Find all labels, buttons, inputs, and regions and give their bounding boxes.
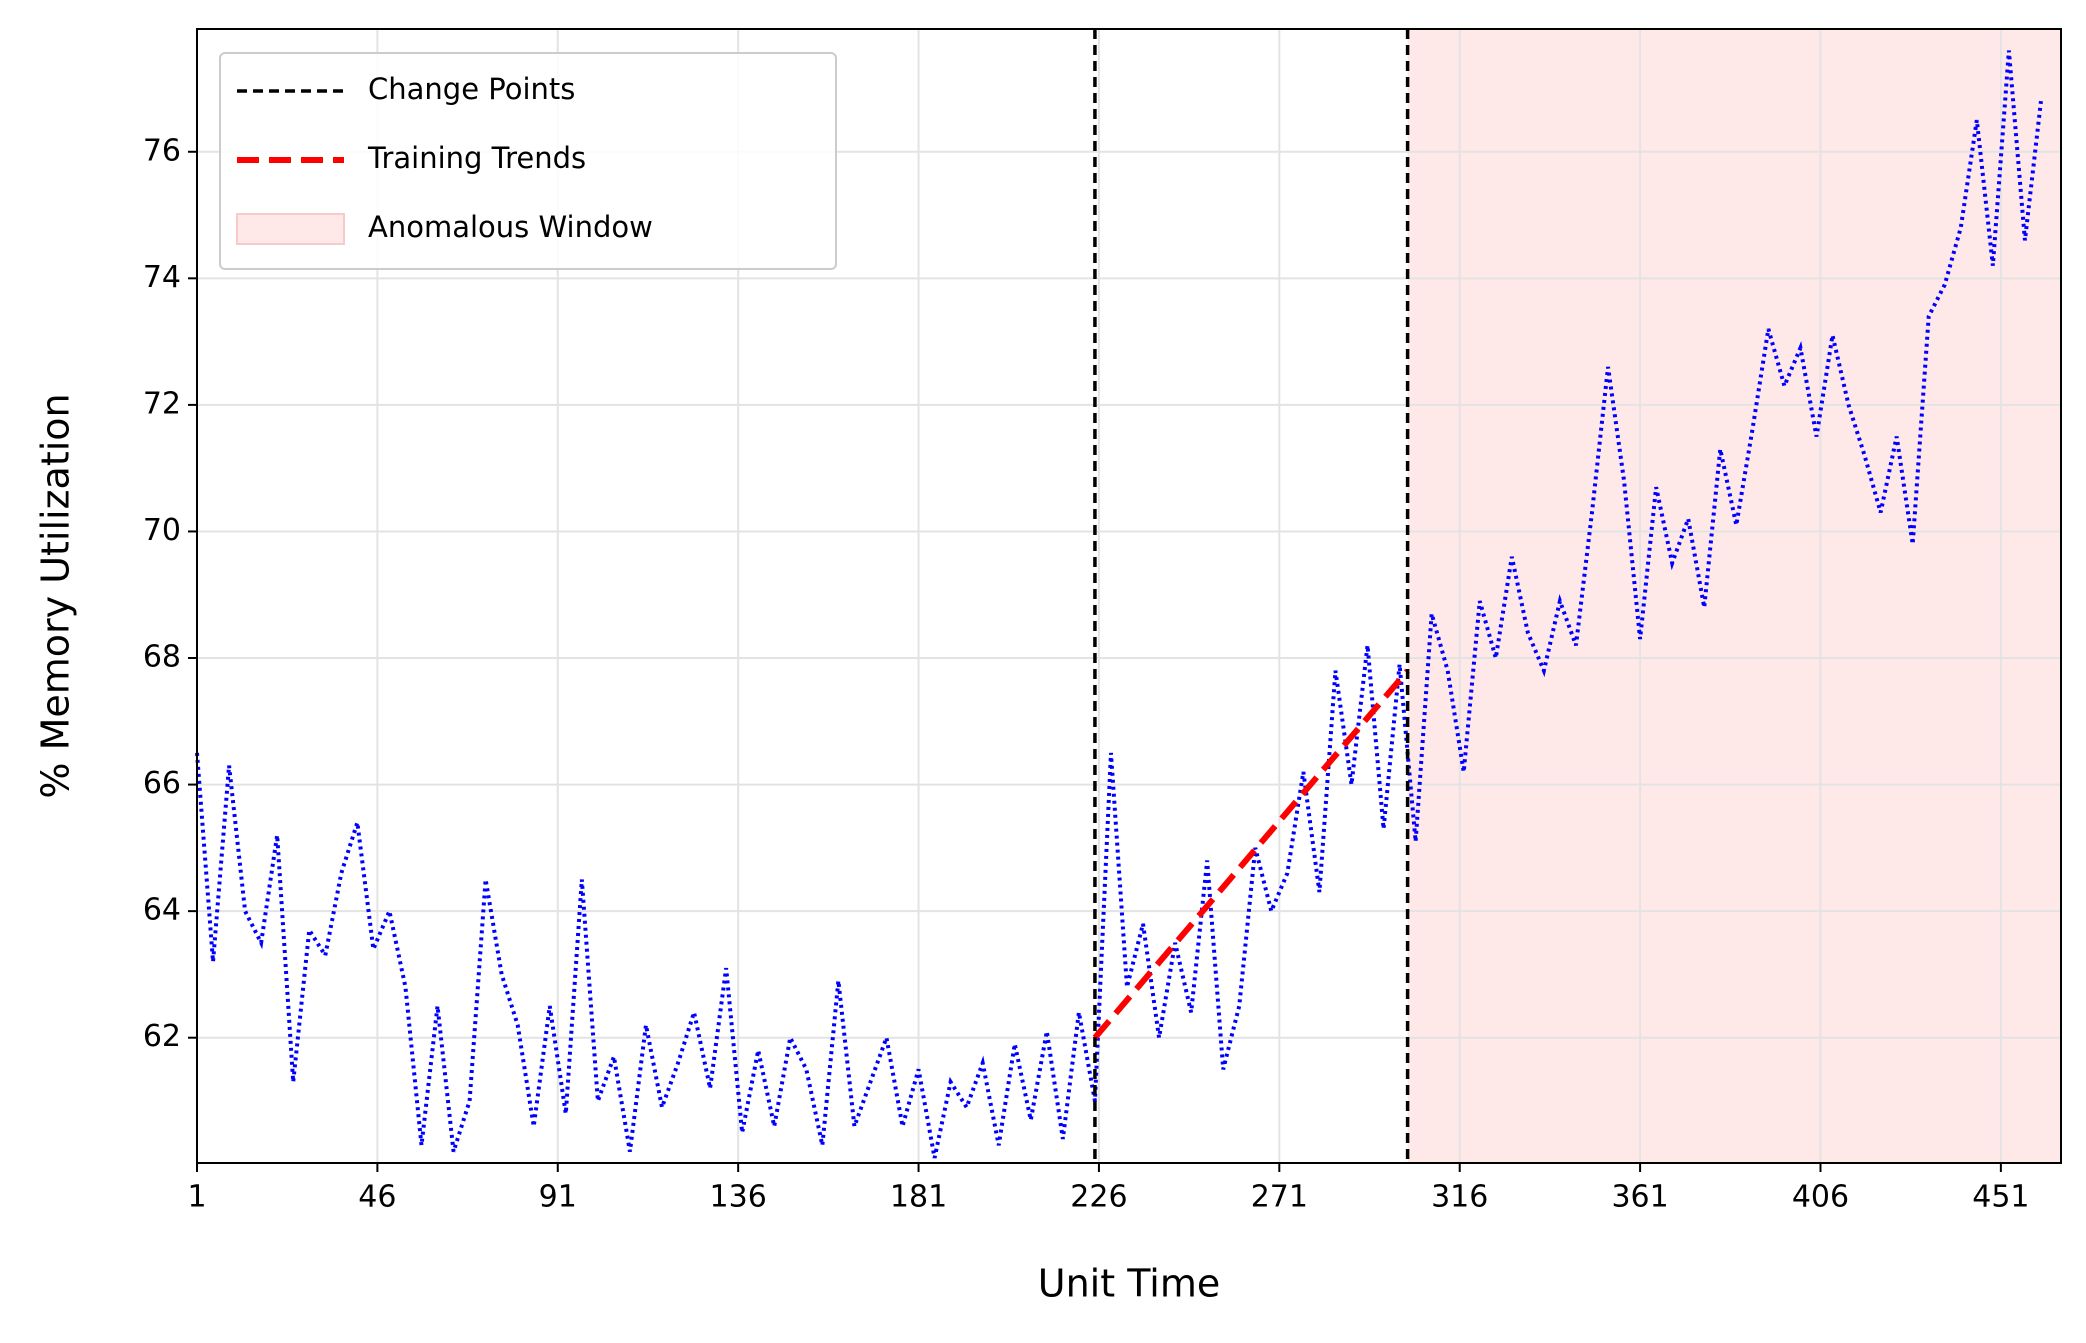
y-tick-label: 64 bbox=[143, 893, 181, 928]
anomalous-window bbox=[1407, 29, 2061, 1163]
x-axis-label: Unit Time bbox=[1038, 1262, 1220, 1306]
x-tick-label: 1 bbox=[187, 1180, 206, 1215]
y-tick-label: 68 bbox=[143, 640, 181, 675]
y-tick-label: 74 bbox=[143, 260, 181, 295]
x-tick-label: 136 bbox=[710, 1180, 767, 1215]
x-tick-label: 46 bbox=[358, 1180, 396, 1215]
x-tick-label: 406 bbox=[1792, 1180, 1849, 1215]
y-tick-label: 76 bbox=[143, 133, 181, 168]
x-tick-label: 271 bbox=[1251, 1180, 1308, 1215]
y-tick-label: 72 bbox=[143, 386, 181, 421]
x-tick-label: 91 bbox=[539, 1180, 577, 1215]
x-tick-label: 451 bbox=[1972, 1180, 2029, 1215]
training-trend bbox=[1092, 668, 1410, 1040]
plot-frame bbox=[196, 28, 2062, 1164]
legend-box bbox=[219, 52, 837, 270]
x-tick-label: 226 bbox=[1070, 1180, 1127, 1215]
y-axis-label: % Memory Utilization bbox=[34, 393, 78, 798]
legend-label: Anomalous Window bbox=[368, 210, 653, 244]
y-tick-label: 62 bbox=[143, 1019, 181, 1054]
x-tick-label: 181 bbox=[890, 1180, 947, 1215]
legend-label: Change Points bbox=[368, 72, 575, 106]
x-tick-label: 316 bbox=[1431, 1180, 1488, 1215]
legend-swatch bbox=[236, 213, 345, 245]
legend-label: Training Trends bbox=[367, 141, 586, 175]
y-tick-label: 66 bbox=[143, 766, 181, 801]
x-tick-label: 361 bbox=[1611, 1180, 1668, 1215]
y-tick-label: 70 bbox=[143, 513, 181, 548]
